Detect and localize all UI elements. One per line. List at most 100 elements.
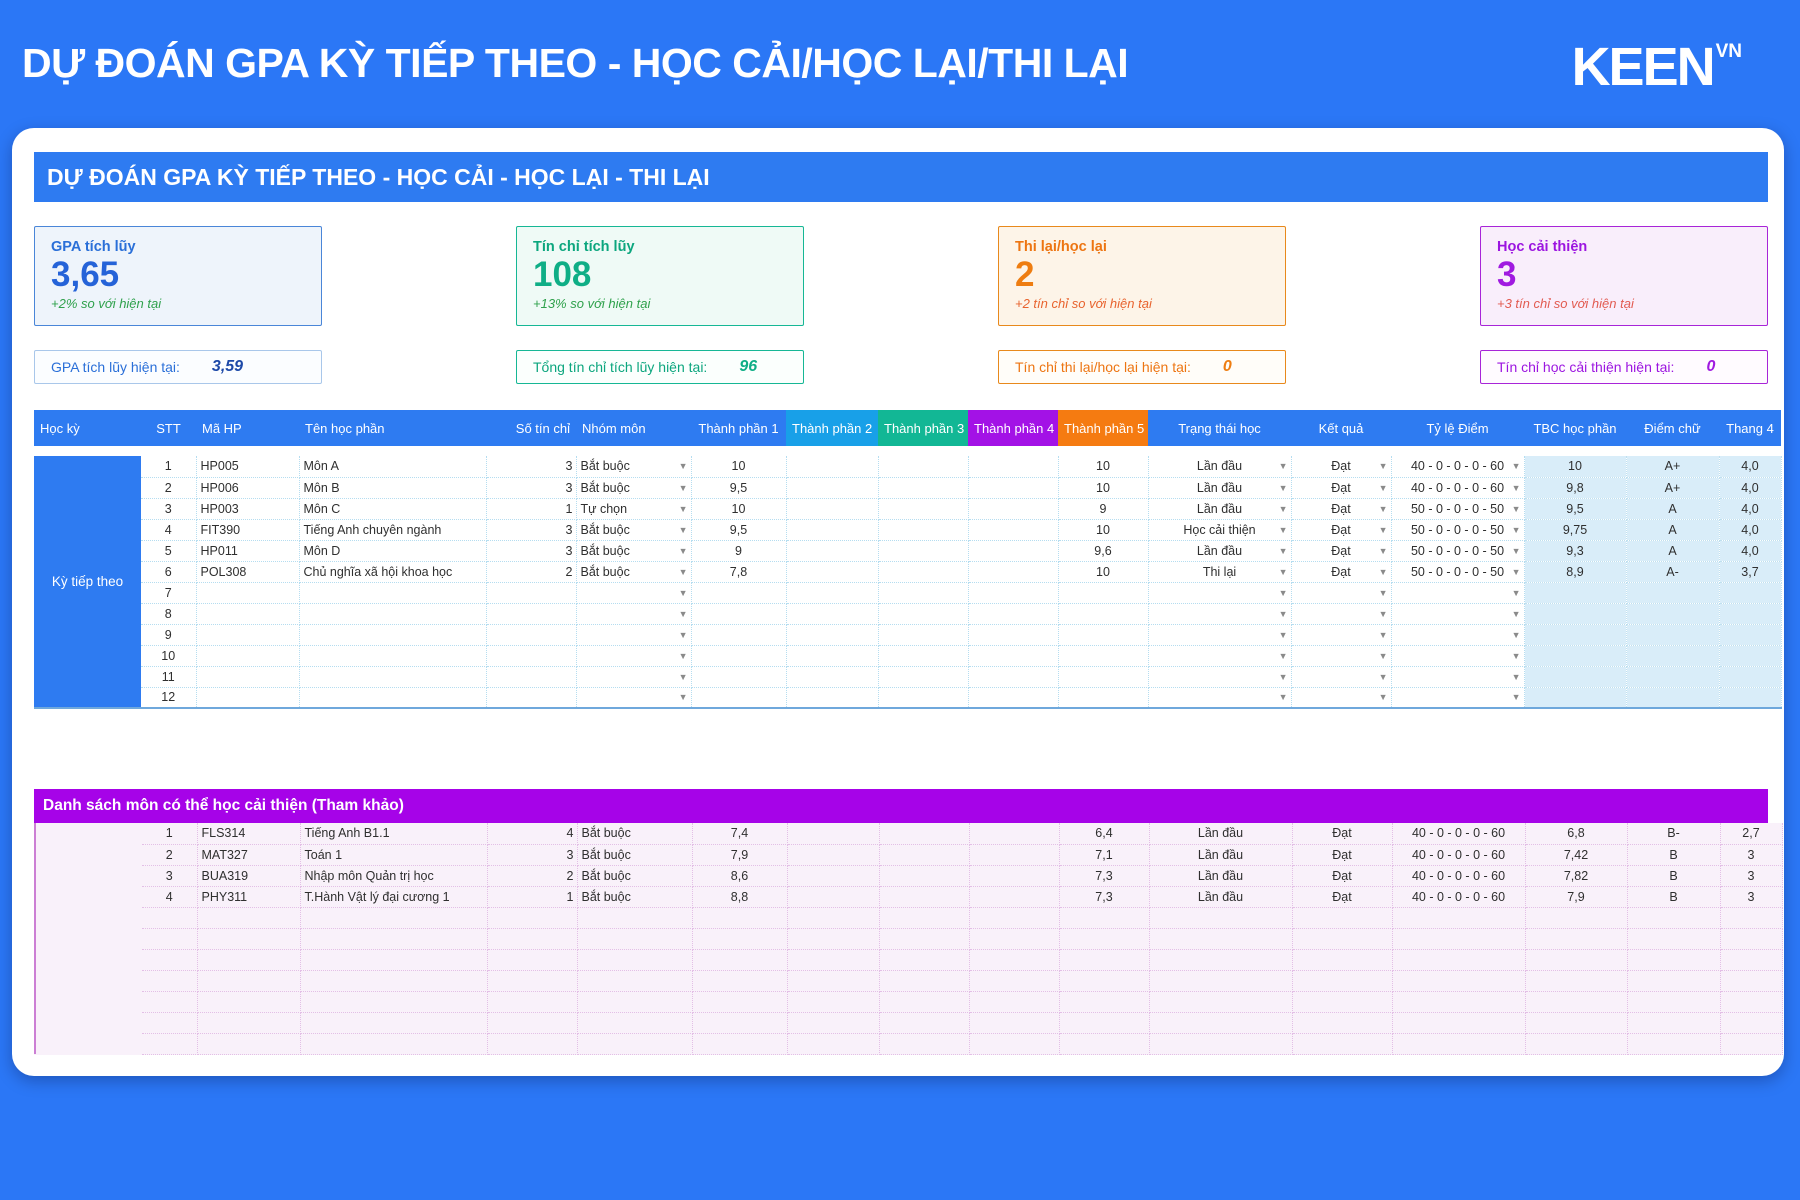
- cell-tp3[interactable]: [878, 582, 969, 604]
- cell-tp1[interactable]: 9,5: [691, 477, 787, 499]
- dropdown-arrow-icon[interactable]: ▼: [1511, 692, 1521, 703]
- cell-tin[interactable]: [486, 624, 577, 646]
- cell-tp5[interactable]: 10: [1058, 477, 1149, 499]
- cell-tp3[interactable]: [878, 561, 969, 583]
- cell-tp4[interactable]: [968, 540, 1059, 562]
- cell-ma[interactable]: [196, 666, 300, 688]
- cell-nhom[interactable]: Bắt buộc ▼: [576, 477, 692, 499]
- cell-tp1[interactable]: 10: [691, 498, 787, 520]
- cell-tyle[interactable]: ▼: [1391, 603, 1525, 625]
- cell-trangthai[interactable]: Thi lại ▼: [1148, 561, 1292, 583]
- dropdown-arrow-icon[interactable]: ▼: [1278, 692, 1288, 703]
- dropdown-arrow-icon[interactable]: ▼: [1378, 545, 1388, 556]
- cell-tin[interactable]: 3: [486, 540, 577, 562]
- cell-tin[interactable]: 3: [486, 456, 577, 478]
- cell-tin[interactable]: [486, 666, 577, 688]
- cell-trangthai[interactable]: Lần đầu ▼: [1148, 498, 1292, 520]
- cell-tp3[interactable]: [878, 456, 969, 478]
- cell-tp1[interactable]: 9,5: [691, 519, 787, 541]
- dropdown-arrow-icon[interactable]: ▼: [1378, 566, 1388, 577]
- cell-nhom[interactable]: ▼: [576, 603, 692, 625]
- cell-tp4[interactable]: [968, 456, 1059, 478]
- cell-ketqua[interactable]: Đạt ▼: [1291, 498, 1392, 520]
- cell-ten[interactable]: [299, 624, 487, 646]
- cell-tp2[interactable]: [786, 498, 879, 520]
- cell-tp3[interactable]: [878, 519, 969, 541]
- cell-tp5[interactable]: 10: [1058, 561, 1149, 583]
- dropdown-arrow-icon[interactable]: ▼: [1278, 545, 1288, 556]
- dropdown-arrow-icon[interactable]: ▼: [678, 608, 688, 619]
- cell-tyle[interactable]: 50 - 0 - 0 - 0 - 50 ▼: [1391, 498, 1525, 520]
- dropdown-arrow-icon[interactable]: ▼: [678, 629, 688, 640]
- cell-ma[interactable]: HP006: [196, 477, 300, 499]
- dropdown-arrow-icon[interactable]: ▼: [1278, 461, 1288, 472]
- dropdown-arrow-icon[interactable]: ▼: [1278, 650, 1288, 661]
- cell-tp3[interactable]: [878, 603, 969, 625]
- dropdown-arrow-icon[interactable]: ▼: [1511, 482, 1521, 493]
- cell-tp5[interactable]: 10: [1058, 456, 1149, 478]
- cell-ma[interactable]: [196, 603, 300, 625]
- cell-tin[interactable]: [486, 603, 577, 625]
- dropdown-arrow-icon[interactable]: ▼: [678, 650, 688, 661]
- cell-ten[interactable]: [299, 603, 487, 625]
- cell-trangthai[interactable]: ▼: [1148, 624, 1292, 646]
- cell-tp4[interactable]: [968, 645, 1059, 667]
- dropdown-arrow-icon[interactable]: ▼: [1378, 692, 1388, 703]
- cell-tyle[interactable]: ▼: [1391, 687, 1525, 709]
- cell-tp1[interactable]: [691, 687, 787, 709]
- cell-tp1[interactable]: 10: [691, 456, 787, 478]
- cell-tin[interactable]: 2: [486, 561, 577, 583]
- cell-tp4[interactable]: [968, 477, 1059, 499]
- cell-tp4[interactable]: [968, 687, 1059, 709]
- cell-tin[interactable]: 1: [486, 498, 577, 520]
- cell-trangthai[interactable]: ▼: [1148, 666, 1292, 688]
- cell-tyle[interactable]: 40 - 0 - 0 - 0 - 60 ▼: [1391, 477, 1525, 499]
- cell-tp2[interactable]: [786, 456, 879, 478]
- dropdown-arrow-icon[interactable]: ▼: [1511, 629, 1521, 640]
- current-value[interactable]: 0: [1222, 358, 1232, 375]
- dropdown-arrow-icon[interactable]: ▼: [1378, 629, 1388, 640]
- cell-tyle[interactable]: 50 - 0 - 0 - 0 - 50 ▼: [1391, 519, 1525, 541]
- cell-tp1[interactable]: [691, 582, 787, 604]
- cell-tp5[interactable]: 9,6: [1058, 540, 1149, 562]
- dropdown-arrow-icon[interactable]: ▼: [678, 524, 688, 535]
- current-value[interactable]: 0: [1706, 358, 1716, 375]
- dropdown-arrow-icon[interactable]: ▼: [1511, 587, 1521, 598]
- dropdown-arrow-icon[interactable]: ▼: [1511, 503, 1521, 514]
- dropdown-arrow-icon[interactable]: ▼: [1378, 482, 1388, 493]
- cell-nhom[interactable]: Bắt buộc ▼: [576, 540, 692, 562]
- current-value[interactable]: 96: [739, 358, 758, 375]
- dropdown-arrow-icon[interactable]: ▼: [1511, 608, 1521, 619]
- cell-ten[interactable]: [299, 687, 487, 709]
- cell-tyle[interactable]: 50 - 0 - 0 - 0 - 50 ▼: [1391, 540, 1525, 562]
- cell-tp5[interactable]: [1058, 645, 1149, 667]
- cell-tp5[interactable]: [1058, 666, 1149, 688]
- cell-tp1[interactable]: [691, 666, 787, 688]
- cell-ma[interactable]: POL308: [196, 561, 300, 583]
- cell-ma[interactable]: HP005: [196, 456, 300, 478]
- cell-tp3[interactable]: [878, 540, 969, 562]
- cell-trangthai[interactable]: Lần đầu ▼: [1148, 456, 1292, 478]
- cell-tp2[interactable]: [786, 624, 879, 646]
- dropdown-arrow-icon[interactable]: ▼: [1511, 524, 1521, 535]
- cell-tyle[interactable]: ▼: [1391, 645, 1525, 667]
- cell-tp4[interactable]: [968, 624, 1059, 646]
- cell-ma[interactable]: HP003: [196, 498, 300, 520]
- cell-ten[interactable]: [299, 582, 487, 604]
- cell-nhom[interactable]: ▼: [576, 687, 692, 709]
- cell-trangthai[interactable]: ▼: [1148, 582, 1292, 604]
- dropdown-arrow-icon[interactable]: ▼: [678, 692, 688, 703]
- cell-ketqua[interactable]: Đạt ▼: [1291, 561, 1392, 583]
- cell-tp3[interactable]: [878, 624, 969, 646]
- dropdown-arrow-icon[interactable]: ▼: [1511, 545, 1521, 556]
- dropdown-arrow-icon[interactable]: ▼: [1511, 671, 1521, 682]
- cell-ma[interactable]: HP011: [196, 540, 300, 562]
- cell-tyle[interactable]: 50 - 0 - 0 - 0 - 50 ▼: [1391, 561, 1525, 583]
- dropdown-arrow-icon[interactable]: ▼: [1278, 587, 1288, 598]
- dropdown-arrow-icon[interactable]: ▼: [1378, 461, 1388, 472]
- cell-ten[interactable]: [299, 645, 487, 667]
- cell-tp5[interactable]: [1058, 624, 1149, 646]
- dropdown-arrow-icon[interactable]: ▼: [1511, 650, 1521, 661]
- dropdown-arrow-icon[interactable]: ▼: [678, 671, 688, 682]
- cell-ma[interactable]: [196, 687, 300, 709]
